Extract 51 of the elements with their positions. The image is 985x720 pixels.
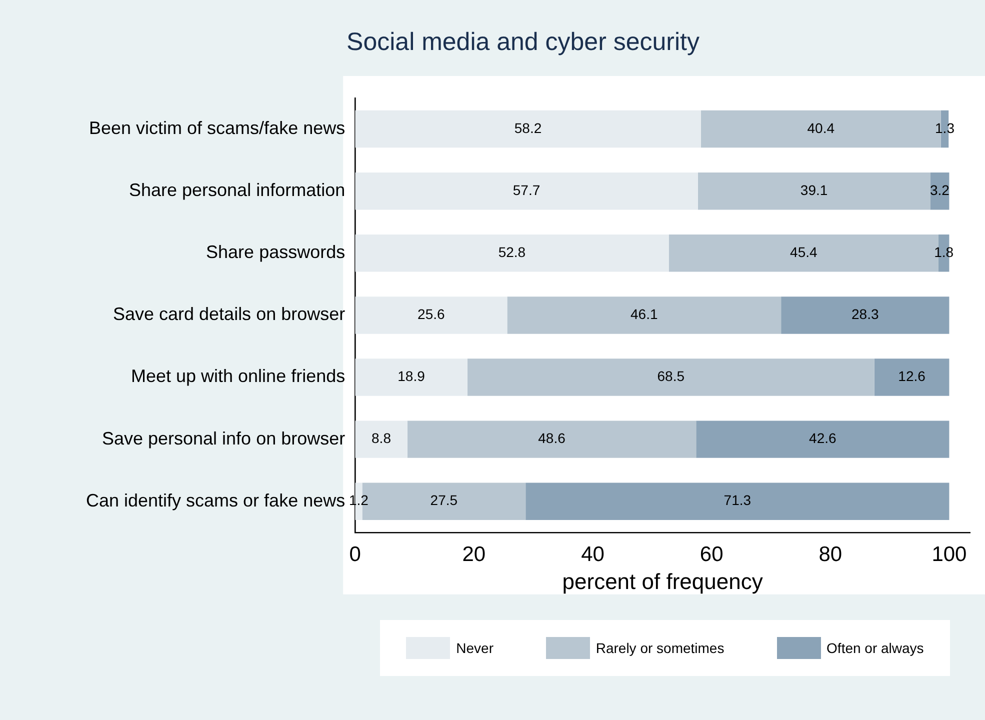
x-tick-label: 100 [932,542,967,566]
y-tick-label: Share personal information [128,180,346,200]
x-axis-title: percent of frequency [562,568,763,594]
bar [696,420,950,458]
x-tick-label: 40 [581,542,604,566]
data-label: 58.2 [514,120,542,136]
bar [407,420,696,458]
bar [698,172,930,210]
bar [526,482,950,520]
data-label: 25.6 [418,306,445,322]
data-label: 8.8 [372,430,392,446]
data-label: 46.1 [630,306,658,322]
data-label: 12.6 [898,368,926,384]
data-label: 39.1 [800,182,828,198]
data-label: 18.9 [398,368,426,384]
chart-title: Social media and cyber security [346,28,700,56]
bar [355,420,408,458]
x-tick-label: 80 [818,542,842,566]
legend-label: Never [456,640,494,656]
data-label: 71.3 [724,492,752,508]
legend-label: Rarely or sometimes [596,640,724,656]
bar [781,296,950,334]
data-label: 40.4 [807,120,835,136]
data-label: 3.2 [930,182,950,198]
bar [507,296,782,334]
x-tick-label: 60 [700,542,724,566]
data-label: 28.3 [852,306,879,322]
y-tick-label: Save personal info on browser [102,428,346,448]
bar [355,234,669,272]
y-tick-label: Can identify scams or fake news [86,490,346,510]
y-tick-label: Meet up with online friends [130,366,346,386]
y-tick-label: Been victim of scams/fake news [89,118,346,138]
bar [874,358,950,396]
x-tick-label: 20 [462,542,486,566]
data-label: 42.6 [809,430,836,446]
data-label: 57.7 [512,182,540,198]
bar [355,110,701,148]
data-label: 45.4 [790,244,818,260]
data-label: 68.5 [657,368,685,384]
data-label: 1.3 [935,120,955,136]
y-tick-label: Save card details on browser [112,304,346,324]
bar [467,358,874,396]
bar [355,358,468,396]
data-label: 52.8 [498,244,526,260]
legend-label: Often or always [826,640,924,656]
data-label: 27.5 [430,492,458,508]
data-label: 48.6 [538,430,566,446]
x-tick-label: 0 [349,542,361,566]
bar [355,296,508,334]
y-tick-label: Share passwords [206,242,346,262]
bar [355,172,698,210]
